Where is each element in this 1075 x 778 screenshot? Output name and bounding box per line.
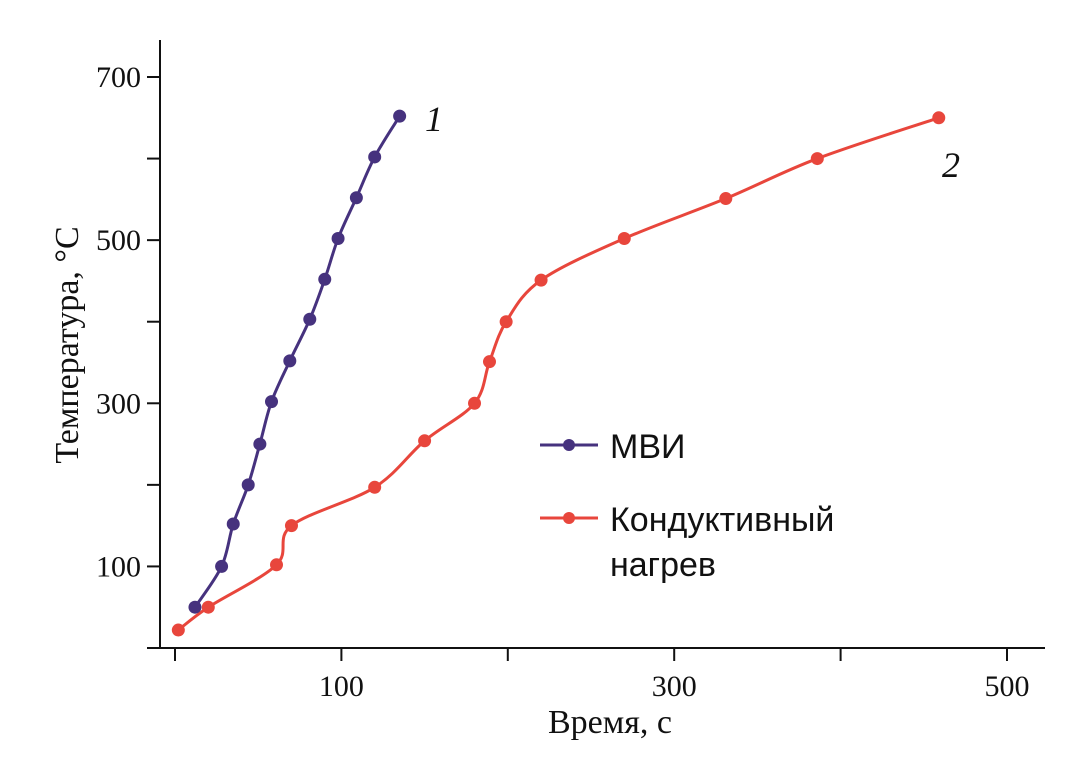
data-point-mvi [331,232,345,246]
data-point-mvi [188,600,202,614]
data-point-conductive [617,232,631,246]
data-point-conductive [468,396,482,410]
ticks: 100 300 500 100 300 500 700 [96,61,1030,703]
series-line-conductive [177,116,940,632]
data-point-conductive [201,600,215,614]
data-point-conductive [499,315,513,329]
data-point-mvi [393,109,407,123]
data-point-mvi [215,559,229,573]
data-point-conductive [270,558,284,572]
series-line-mvi [193,115,401,609]
data-point-mvi [318,272,332,286]
y-tick-label: 500 [96,224,141,257]
data-point-conductive [284,519,298,533]
legend-label-mvi: МВИ [610,428,685,466]
y-tick-label: 100 [96,550,141,583]
x-tick-label: 300 [652,670,697,703]
data-point-mvi [241,478,255,492]
data-point-conductive [534,273,548,287]
x-tick-label: 100 [319,670,364,703]
axes [159,40,1045,649]
x-axis-title: Время, с [548,704,672,741]
data-point-conductive [482,355,496,369]
y-axis-title: Температура, °C [49,226,86,463]
data-point-mvi [265,395,279,409]
data-point-mvi [226,517,240,531]
legend: МВИ Кондуктивный нагрев [540,428,834,584]
data-point-mvi [253,437,267,451]
data-point-conductive [810,152,824,166]
data-point-mvi [283,354,297,368]
y-tick-label: 700 [96,61,141,94]
y-tick-label: 300 [96,387,141,420]
series-1-tag: 1 [425,99,443,139]
data-point-mvi [368,150,382,164]
legend-label-conductive-line1: Кондуктивный [610,501,834,539]
data-point-conductive [171,623,185,637]
data-point-conductive [368,480,382,494]
x-tick-label: 500 [985,670,1030,703]
data-point-mvi [303,312,317,326]
data-point-conductive [418,434,432,448]
data-point-conductive [932,111,946,125]
legend-marker-mvi [563,439,575,451]
data-point-mvi [349,191,363,205]
legend-label-conductive-line2: нагрев [610,546,716,584]
data-point-conductive [719,192,733,206]
series-layer [171,109,946,637]
legend-marker-conductive [563,512,575,524]
series-2-tag: 2 [942,145,960,185]
